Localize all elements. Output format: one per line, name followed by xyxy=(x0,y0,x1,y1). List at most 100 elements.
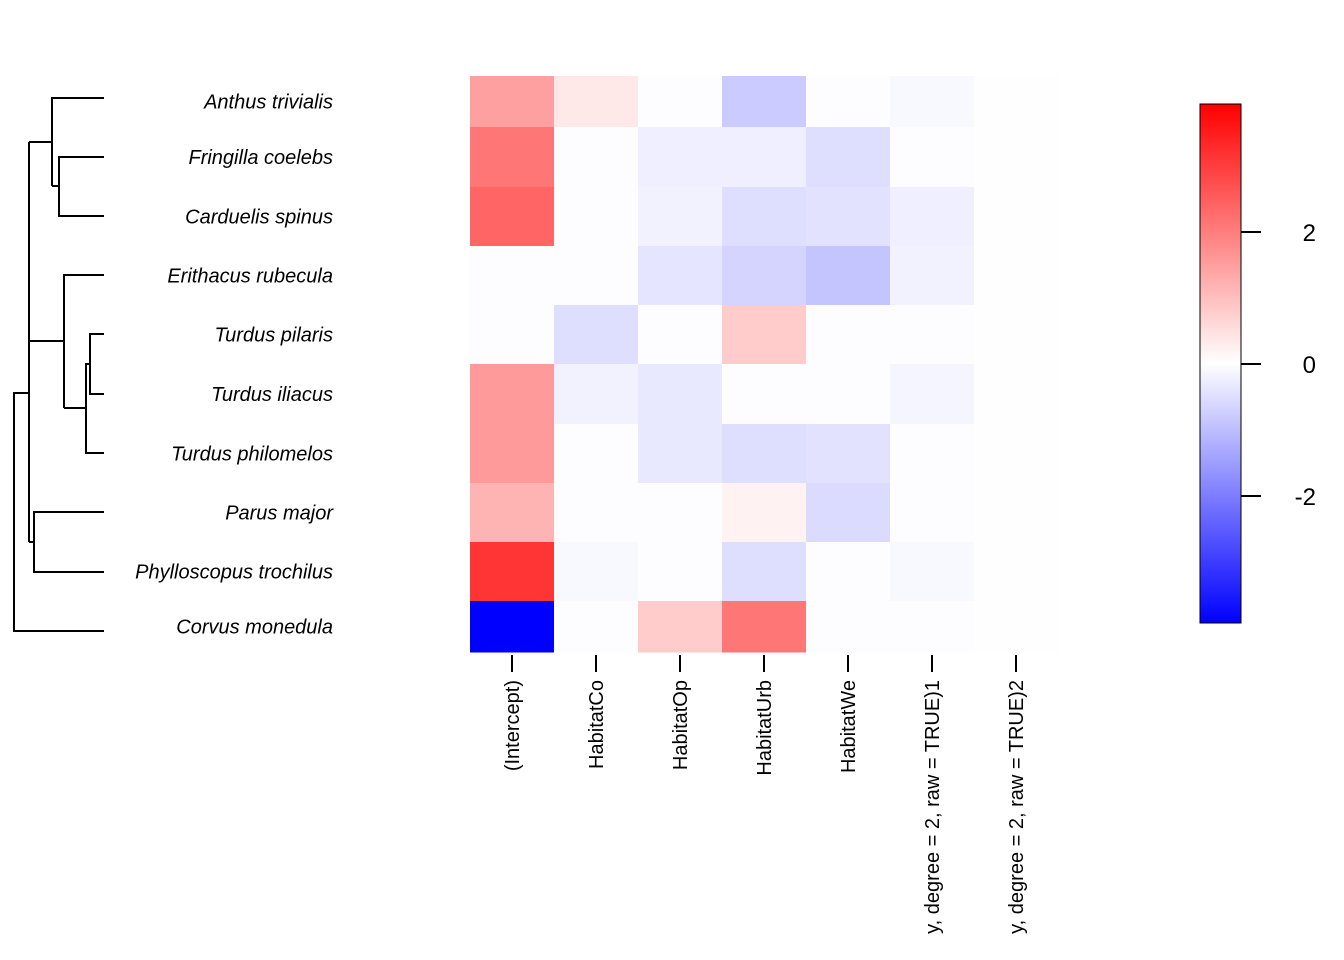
heatmap-cell xyxy=(974,305,1059,365)
heatmap-cell xyxy=(806,483,891,543)
heatmap-cell xyxy=(890,483,975,543)
heatmap-cell xyxy=(806,364,891,425)
row-dendrogram xyxy=(13,97,104,632)
heatmap-cell xyxy=(890,187,975,247)
heatmap-cell xyxy=(806,246,891,306)
heatmap-cell xyxy=(638,305,723,365)
dendrogram-branch xyxy=(13,392,104,632)
heatmap-cell xyxy=(554,305,639,365)
row-label: Corvus monedula xyxy=(176,617,333,639)
heatmap-cell xyxy=(554,601,639,653)
heatmap-cell xyxy=(722,76,807,128)
heatmap-cell xyxy=(806,542,891,602)
dendrogram-branch xyxy=(29,511,104,573)
heatmap-cell xyxy=(974,424,1059,484)
heatmap-cell xyxy=(638,424,723,484)
heatmap-cell xyxy=(554,542,639,602)
heatmap-cell xyxy=(470,246,555,306)
heatmap-cell xyxy=(470,305,555,365)
column-label: HabitatWe xyxy=(838,680,860,773)
heatmap-cell xyxy=(974,187,1059,247)
heatmap-cell xyxy=(470,364,555,425)
heatmap-cell xyxy=(554,127,639,188)
heatmap-cell xyxy=(890,601,975,653)
heatmap-cell xyxy=(722,305,807,365)
heatmap-cell xyxy=(554,246,639,306)
heatmap-cell xyxy=(638,364,723,425)
heatmap-cell xyxy=(722,483,807,543)
column-label: y, degree = 2, raw = TRUE)1 xyxy=(922,680,944,934)
colorbar-tick-label: -2 xyxy=(1295,484,1316,511)
heatmap-cell xyxy=(722,601,807,653)
colorbar-legend: 2 0 -2 xyxy=(1199,103,1316,624)
colorbar-gradient xyxy=(1199,103,1242,624)
heatmap-cell xyxy=(806,424,891,484)
column-label: y, degree = 2, raw = TRUE)2 xyxy=(1006,680,1028,934)
heatmap-cell xyxy=(890,127,975,188)
column-label: (Intercept) xyxy=(502,680,524,771)
heatmap-cell xyxy=(638,127,723,188)
heatmap-cell xyxy=(974,127,1059,188)
heatmap-cell xyxy=(890,424,975,484)
heatmap-cell xyxy=(806,187,891,247)
heatmap-cell xyxy=(890,364,975,425)
heatmap-cell xyxy=(638,187,723,247)
heatmap-cell xyxy=(470,76,555,128)
heatmap-cell xyxy=(554,187,639,247)
heatmap-cell xyxy=(974,246,1059,306)
heatmap-cell xyxy=(974,483,1059,543)
heatmap-cell xyxy=(470,601,555,653)
row-label: Phylloscopus trochilus xyxy=(135,562,333,584)
dendrogram-branch xyxy=(51,97,104,217)
row-label: Erithacus rubecula xyxy=(167,266,333,288)
heatmap-cell xyxy=(554,76,639,128)
heatmap-cell xyxy=(638,483,723,543)
heatmap-cell xyxy=(806,305,891,365)
row-label: Carduelis spinus xyxy=(185,207,333,229)
column-label: HabitatOp xyxy=(670,680,692,770)
heatmap-cells xyxy=(470,76,1059,653)
heatmap-cell xyxy=(974,601,1059,653)
row-label: Parus major xyxy=(225,503,334,525)
heatmap-cell xyxy=(974,542,1059,602)
dendrogram-branch xyxy=(63,274,104,454)
heatmap-cell xyxy=(638,601,723,653)
row-label: Turdus pilaris xyxy=(214,325,333,347)
heatmap-cell xyxy=(806,76,891,128)
column-label: HabitatCo xyxy=(586,680,608,769)
heatmap-cell xyxy=(890,76,975,128)
heatmap-cell xyxy=(638,246,723,306)
heatmap-cell xyxy=(974,364,1059,425)
heatmap-cell xyxy=(722,127,807,188)
column-label: HabitatUrb xyxy=(754,680,776,776)
row-label: Turdus iliacus xyxy=(211,384,333,406)
heatmap-cell xyxy=(974,76,1059,128)
heatmap-cell xyxy=(722,542,807,602)
heatmap-cell xyxy=(722,364,807,425)
heatmap-cell xyxy=(722,187,807,247)
heatmap-cell xyxy=(470,483,555,543)
heatmap-cell xyxy=(554,483,639,543)
colorbar-tick-label: 0 xyxy=(1303,352,1316,379)
row-label: Turdus philomelos xyxy=(171,444,333,466)
heatmap-cell xyxy=(554,364,639,425)
row-label: Fringilla coelebs xyxy=(188,147,333,169)
heatmap-cell xyxy=(890,542,975,602)
heatmap-cell xyxy=(554,424,639,484)
heatmap-cell xyxy=(890,305,975,365)
heatmap-cell xyxy=(470,187,555,247)
heatmap-cell xyxy=(806,127,891,188)
row-labels: Anthus trivialis Fringilla coelebs Carduel… xyxy=(135,92,334,639)
colorbar-tick-label: 2 xyxy=(1303,220,1316,247)
heatmap-cell xyxy=(722,246,807,306)
heatmap-cell xyxy=(722,424,807,484)
heatmap-cell xyxy=(470,542,555,602)
heatmap-cell xyxy=(890,246,975,306)
heatmap-cell xyxy=(470,127,555,188)
heatmap-cell xyxy=(638,76,723,128)
heatmap-cell xyxy=(470,424,555,484)
row-label: Anthus trivialis xyxy=(203,92,333,114)
heatmap-cell xyxy=(806,601,891,653)
column-labels: (Intercept) HabitatCo HabitatOp HabitatUrb H… xyxy=(502,655,1028,934)
